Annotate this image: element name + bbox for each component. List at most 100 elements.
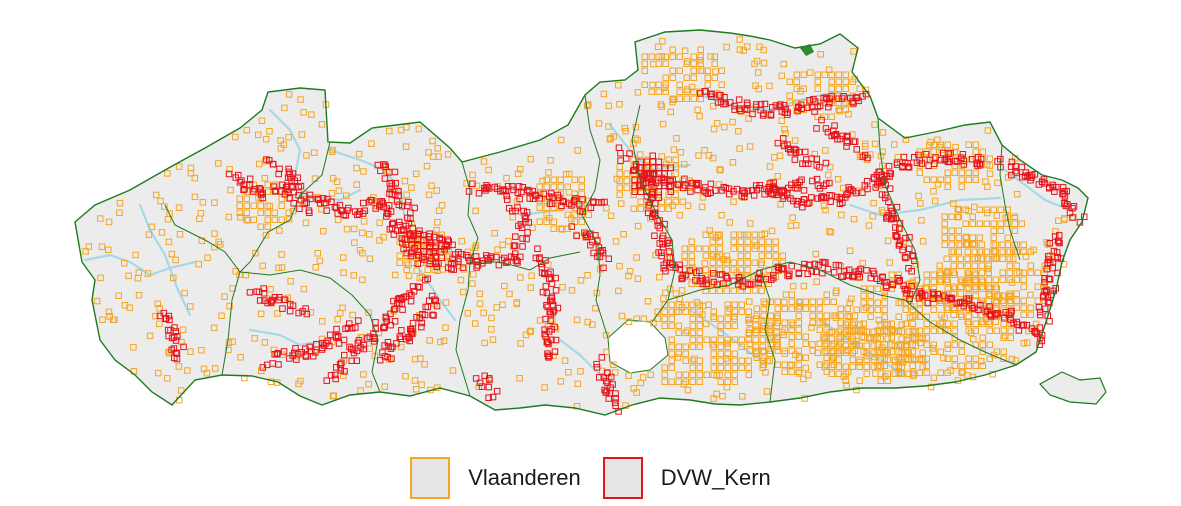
vlaanderen-cell [800,375,807,383]
dvw-kern-cell [813,125,820,132]
vlaanderen-cell [898,363,905,370]
vlaanderen-cell [672,156,679,163]
vlaanderen-cell [157,197,164,205]
vlaanderen-cell [695,245,702,252]
vlaanderen-cell [543,176,550,183]
vlaanderen-cell [471,244,479,251]
dvw-kern-cell [946,296,954,303]
vlaanderen-cell [958,183,965,190]
vlaanderen-cell [903,337,910,344]
vlaanderen-cell [1004,234,1011,241]
dvw-kern-cell [510,242,518,249]
vlaanderen-cell [1007,334,1014,341]
vlaanderen-cell [1061,216,1068,224]
dvw-kern-cell [545,340,552,347]
dvw-kern-cell [612,395,619,402]
vlaanderen-cell [710,315,717,322]
vlaanderen-cell [1013,269,1020,276]
vlaanderen-cell [774,333,781,340]
vlaanderen-cell [562,171,570,178]
dvw-kern-cell [772,102,780,109]
vlaanderen-cell [690,67,697,74]
vlaanderen-cell [637,205,644,212]
dvw-kern-cell [400,226,408,234]
dvw-kern-cell [919,293,926,300]
dvw-kern-cell [261,297,268,304]
vlaanderen-cell [198,347,205,354]
vlaanderen-cell [788,298,795,305]
vlaanderen-cell [702,245,709,252]
vlaanderen-cell [679,198,686,205]
vlaanderen-cell [365,309,372,316]
dvw-kern-cell [388,355,395,362]
vlaanderen-cell [842,71,849,78]
vlaanderen-cell [909,278,916,285]
vlaanderen-cell [697,46,704,53]
vlaanderen-cell [625,372,632,379]
vlaanderen-cell [277,137,284,144]
vlaanderen-cell [1027,311,1034,318]
vlaanderen-cell [243,209,250,216]
vlaanderen-cell [846,247,854,254]
vlaanderen-cell [1027,262,1034,269]
dvw-kern-cell [1054,237,1062,245]
vlaanderen-cell [402,143,410,150]
vlaanderen-cell [955,206,962,213]
dvw-kern-cell [679,274,686,282]
vlaanderen-cell [1044,241,1052,248]
vlaanderen-cell [766,163,774,170]
vlaanderen-cell [729,159,737,166]
vlaanderen-cell [435,207,443,214]
dvw-kern-cell [502,188,510,195]
dvw-kern-cell [850,100,857,107]
vlaanderen-cell [767,298,774,305]
dvw-kern-cell [1044,298,1052,306]
dvw-kern-cell [1070,203,1078,210]
vlaanderen-cell [571,211,578,218]
vlaanderen-cell [931,197,939,205]
vlaanderen-cell [891,356,898,363]
vlaanderen-cell [863,370,870,377]
vlaanderen-cell [972,327,979,334]
vlaanderen-cell [972,169,979,176]
vlaanderen-cell [662,53,669,60]
vlaanderen-cell [923,362,930,369]
vlaanderen-cell [696,112,703,120]
vlaanderen-cell [723,259,730,266]
dvw-kern-cell [655,194,662,201]
dvw-kern-cell [600,264,607,272]
vlaanderen-cell [1020,283,1027,290]
vlaanderen-cell [262,135,270,143]
vlaanderen-cell [278,251,285,258]
dvw-kern-cell [900,153,908,161]
vlaanderen-cell [343,192,350,199]
vlaanderen-cell [681,47,689,54]
dvw-kern-cell [953,300,960,307]
vlaanderen-cell [295,380,302,388]
vlaanderen-cell [561,357,569,364]
dvw-kern-cell [905,164,913,171]
vlaanderen-cell [211,230,218,237]
vlaanderen-cell [937,141,944,148]
vlaanderen-cell [917,200,924,207]
dvw-kern-cell [918,160,925,167]
vlaanderen-cell [433,226,440,234]
vlaanderen-cell [919,238,927,245]
vlaanderen-cell [603,348,610,356]
vlaanderen-cell [795,354,802,361]
vlaanderen-cell [923,271,930,278]
vlaanderen-cell [828,335,835,342]
dvw-kern-cell [929,295,936,302]
vlaanderen-cell [930,306,937,313]
boundary-layer [74,29,1089,416]
vlaanderen-cell [726,219,733,226]
dvw-kern-cell [539,288,547,296]
vlaanderen-cell [425,149,432,156]
vlaanderen-cell [319,318,326,325]
vlaanderen-cell [121,260,128,267]
dvw-kern-cell [744,101,751,109]
dvw-kern-cell [360,199,367,207]
vlaanderen-cell [623,177,630,184]
dvw-kern-cell [960,157,968,165]
vlaanderen-cell [349,311,356,319]
